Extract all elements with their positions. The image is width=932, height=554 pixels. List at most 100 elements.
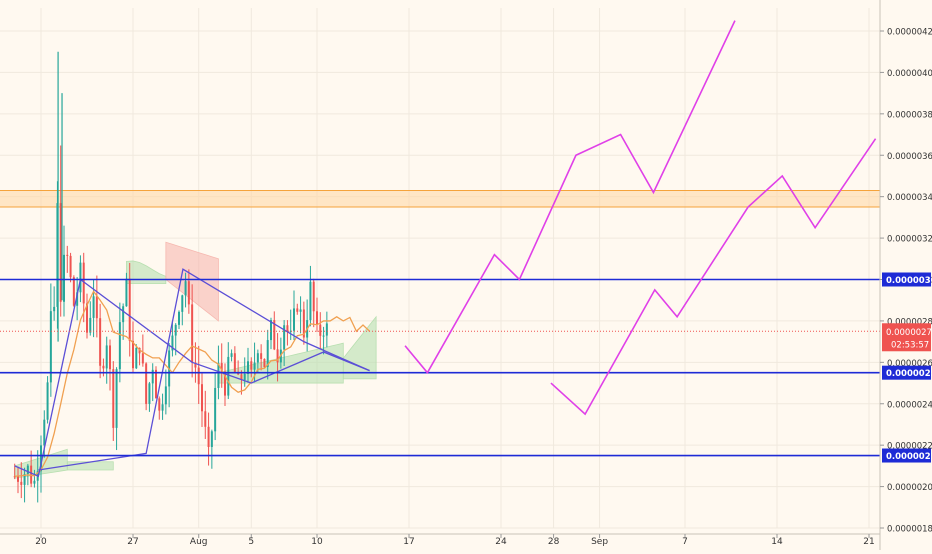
candle-body[interactable] [76,292,79,306]
projection-path-lower[interactable] [550,138,877,416]
candle-body[interactable] [135,347,138,369]
candle-body[interactable] [66,254,69,256]
candle-body[interactable] [115,369,118,428]
candle-body[interactable] [220,363,223,372]
candle-body[interactable] [30,465,33,484]
candle-body[interactable] [132,340,134,369]
candle-body[interactable] [20,481,23,485]
candle-body[interactable] [99,318,102,366]
candle-body[interactable] [161,404,164,411]
candle-body[interactable] [181,295,184,312]
candle-body[interactable] [184,281,187,296]
candle-body[interactable] [43,419,46,446]
candle-body[interactable] [250,361,253,370]
candle-body[interactable] [224,371,226,396]
candle-body[interactable] [293,308,295,331]
projection-paths-layer[interactable] [404,20,877,416]
candle-body[interactable] [243,373,246,380]
candle-body[interactable] [158,398,161,411]
candle-body[interactable] [122,306,125,323]
candle-body[interactable] [164,386,167,405]
candle-body[interactable] [247,361,249,374]
candle-body[interactable] [276,349,279,363]
candle-body[interactable] [207,426,210,448]
candle-body[interactable] [322,335,325,337]
candle-body[interactable] [33,480,36,484]
candle-body[interactable] [105,345,108,369]
candle-body[interactable] [325,323,328,336]
candle-body[interactable] [125,278,128,307]
candle-body[interactable] [148,383,151,404]
candle-body[interactable] [312,281,315,312]
candle-body[interactable] [260,353,263,359]
candle-body[interactable] [56,203,59,307]
candle-body[interactable] [92,296,95,318]
candle-body[interactable] [201,384,203,412]
candle-body[interactable] [283,325,286,350]
candle-body[interactable] [128,278,131,341]
candle-body[interactable] [69,255,72,278]
candle-body[interactable] [178,311,180,325]
candle-body[interactable] [263,358,266,368]
x-tick-label: Aug [190,537,208,547]
candle-body[interactable] [79,262,82,293]
candle-body[interactable] [46,382,49,420]
candle-body[interactable] [230,353,233,357]
candle-body[interactable] [141,353,144,364]
candle-body[interactable] [17,476,19,482]
candle-body[interactable] [309,281,312,321]
candle-body[interactable] [197,367,200,385]
candle-body[interactable] [155,369,157,399]
candle-body[interactable] [171,335,174,351]
candle-body[interactable] [319,324,322,336]
candle-body[interactable] [82,262,85,304]
candle-body[interactable] [63,254,65,302]
candle-body[interactable] [217,363,220,388]
candle-body[interactable] [89,317,92,333]
candle-body[interactable] [151,369,154,384]
candle-body[interactable] [59,203,62,302]
candle-body[interactable] [302,309,305,338]
candle-body[interactable] [112,369,115,428]
candle-body[interactable] [233,353,236,372]
horizontal-levels-layer[interactable] [0,278,880,457]
candle-body[interactable] [286,325,289,332]
candle-body[interactable] [227,356,230,396]
candle-body[interactable] [26,465,29,475]
candle-body[interactable] [53,306,56,312]
candle-body[interactable] [187,281,190,305]
candle-body[interactable] [40,445,42,472]
candle-body[interactable] [72,277,75,306]
candle-body[interactable] [296,308,299,312]
x-tick-label: 24 [495,537,507,547]
candle-body[interactable] [145,363,148,404]
candle-body[interactable] [49,311,52,383]
candle-body[interactable] [240,374,243,380]
candle-body[interactable] [273,320,276,350]
candle-body[interactable] [13,476,16,478]
candle-body[interactable] [214,387,217,432]
candle-body[interactable] [256,353,259,363]
candle-body[interactable] [109,345,111,370]
candle-body[interactable] [86,303,88,333]
candle-body[interactable] [266,340,269,368]
candle-body[interactable] [102,365,105,369]
candle-body[interactable] [191,304,194,363]
candle-body[interactable] [23,474,26,485]
candle-body[interactable] [253,362,256,370]
candle-body[interactable] [210,431,213,448]
candle-body[interactable] [270,320,272,341]
candle-body[interactable] [194,362,197,368]
candle-body[interactable] [204,411,207,427]
candle-body[interactable] [289,330,292,332]
candle-body[interactable] [95,296,98,319]
candle-body[interactable] [174,324,177,336]
projection-path-upper[interactable] [404,20,736,375]
candle-body[interactable] [316,311,318,325]
candle-body[interactable] [118,322,121,370]
candle-body[interactable] [299,309,302,312]
